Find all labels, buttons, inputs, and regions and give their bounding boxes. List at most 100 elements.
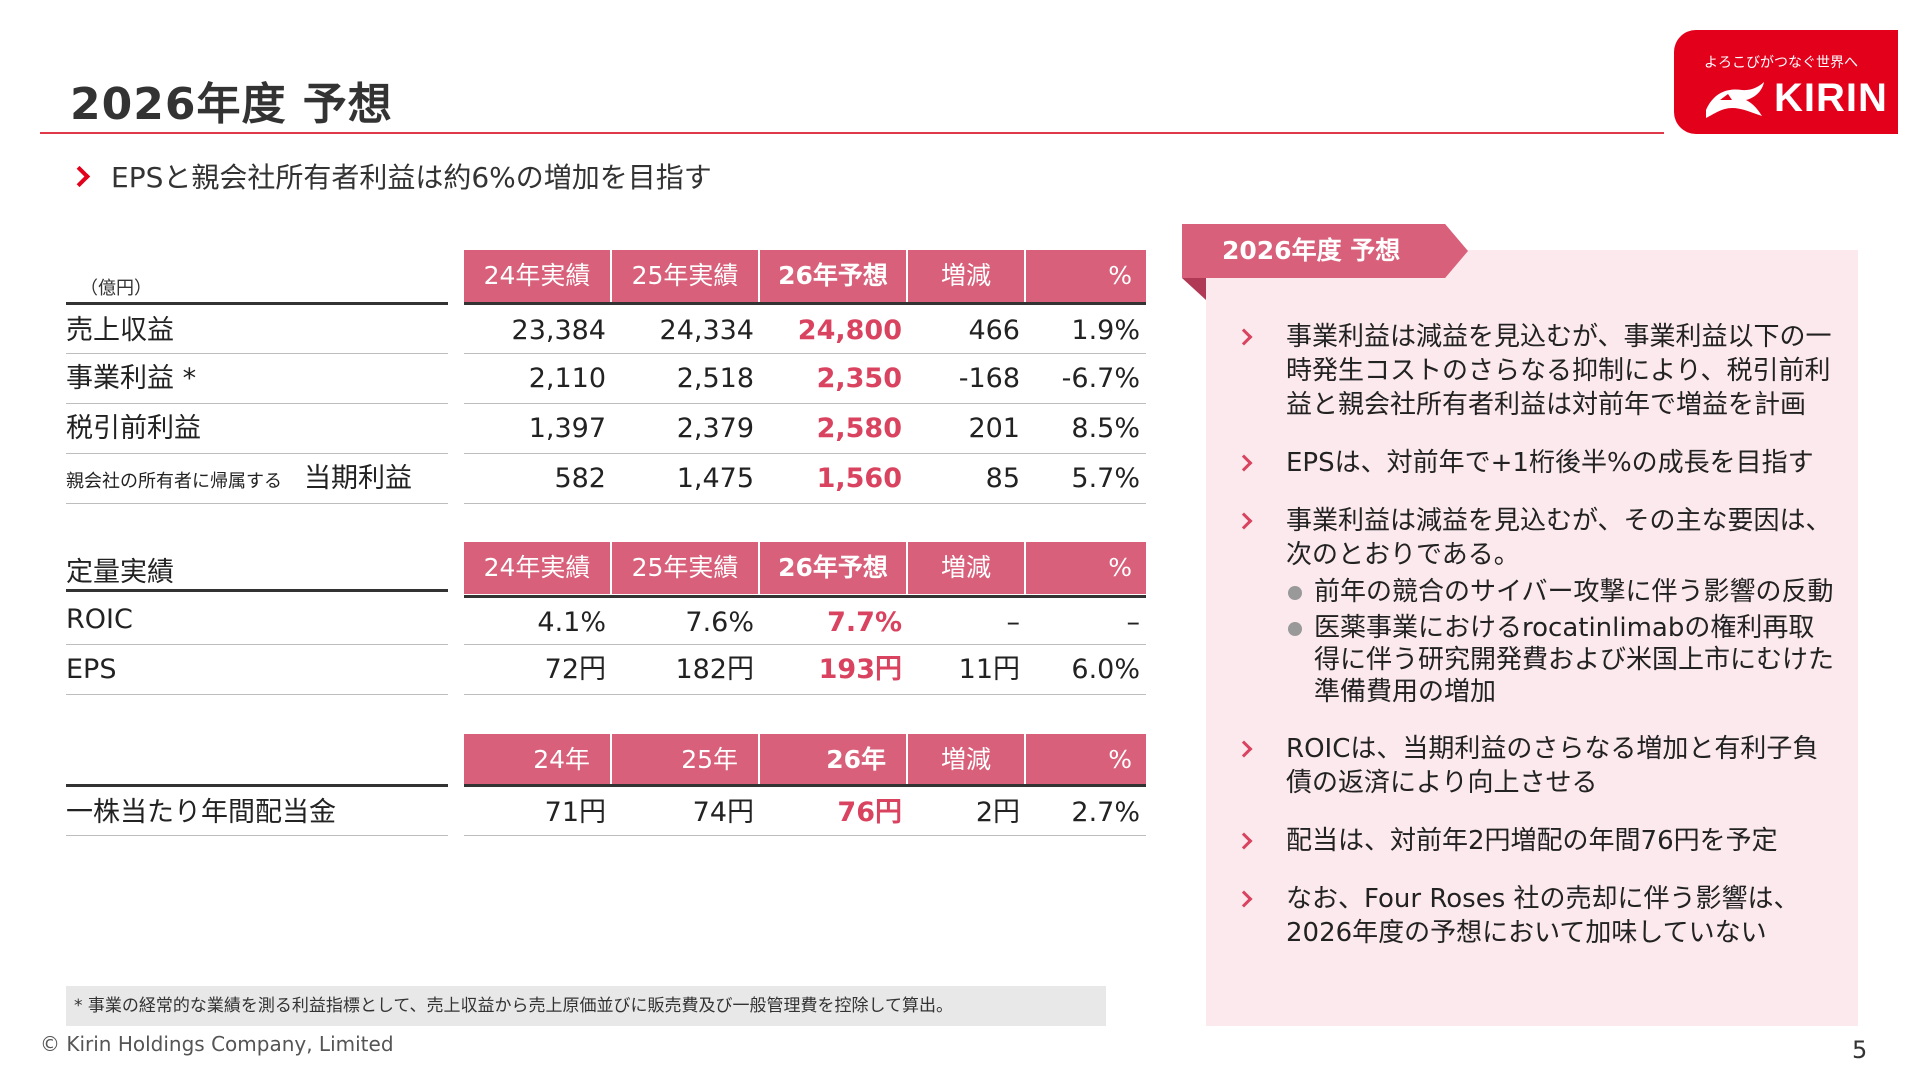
bullet-item: 配当は、対前年2円増配の年間76円を予定 bbox=[1235, 824, 1838, 858]
table-row: 71円 74円 76円 2円 2.7% bbox=[464, 784, 1146, 836]
sub-bullet-text: 前年の競合のサイバー攻撃に伴う影響の反動 bbox=[1314, 577, 1834, 607]
bullet-item: 事業利益は減益を見込むが、その主な要因は、次のとおりである。 前年の競合のサイバ… bbox=[1235, 504, 1838, 708]
table-row: 582 1,475 1,560 85 5.7% bbox=[464, 454, 1146, 504]
row-label: 売上収益 bbox=[66, 302, 448, 354]
table-row: 1,397 2,379 2,580 201 8.5% bbox=[464, 404, 1146, 454]
sub-bullet-text: 医薬事業におけるrocatinlimabの権利再取得に伴う研究開発費および米国上… bbox=[1314, 613, 1835, 707]
header-cell: 増減 bbox=[908, 542, 1026, 594]
summary-bullets: 事業利益は減益を見込むが、事業利益以下の一時発生コストのさらなる抑制により、税引… bbox=[1235, 320, 1838, 974]
header-cell: 24年 bbox=[464, 734, 612, 786]
header-cell: 25年実績 bbox=[612, 250, 760, 302]
value-cell: – bbox=[1126, 607, 1141, 638]
bullet-text: 事業利益は減益を見込むが、その主な要因は、次のとおりである。 bbox=[1286, 506, 1832, 570]
table3-header: 24年 25年 26年 増減 % bbox=[464, 734, 1146, 786]
page-number: 5 bbox=[1852, 1036, 1868, 1064]
value-cell: 24,334 bbox=[659, 315, 754, 346]
summary-panel bbox=[1206, 250, 1858, 1026]
row-label-net-income: 親会社の所有者に帰属する 当期利益 bbox=[66, 454, 448, 504]
bullet-text: なお、Four Roses 社の売却に伴う影響は、2026年度の予想において加味… bbox=[1286, 884, 1800, 948]
header-cell: % bbox=[1108, 745, 1132, 774]
bullet-dot-icon bbox=[1288, 586, 1302, 600]
table-row: 2,110 2,518 2,350 -168 -6.7% bbox=[464, 354, 1146, 404]
value-cell: 71円 bbox=[544, 797, 606, 828]
title-divider bbox=[40, 132, 1664, 134]
kirin-mark-icon bbox=[1706, 82, 1764, 118]
sub-bullet: 前年の競合のサイバー攻撃に伴う影響の反動 bbox=[1286, 576, 1838, 608]
value-cell: -6.7% bbox=[1061, 363, 1140, 394]
bullet-item: ROICは、当期利益のさらなる増加と有利子負債の返済により向上させる bbox=[1235, 732, 1838, 800]
header-cell: 増減 bbox=[908, 250, 1026, 302]
table-row: 23,384 24,334 24,800 466 1.9% bbox=[464, 302, 1146, 354]
header-cell: 26年予想 bbox=[760, 250, 908, 302]
value-cell: 193円 bbox=[818, 654, 902, 685]
row-label: ROIC bbox=[66, 595, 448, 645]
bullet-item: EPSは、対前年で+1桁後半%の成長を目指す bbox=[1235, 446, 1838, 480]
chevron-right-icon bbox=[1235, 454, 1253, 472]
header-cell: % bbox=[1108, 261, 1132, 290]
unit-label: （億円） bbox=[80, 278, 152, 299]
value-cell: 8.5% bbox=[1071, 413, 1140, 444]
value-cell: 2,518 bbox=[676, 363, 754, 394]
value-cell: 2,350 bbox=[816, 363, 902, 394]
value-cell: 182円 bbox=[675, 654, 754, 685]
row-label: 税引前利益 bbox=[66, 404, 448, 454]
value-cell: 2,580 bbox=[816, 413, 902, 444]
value-cell: 85 bbox=[985, 463, 1020, 494]
value-cell: 76円 bbox=[837, 797, 902, 828]
value-cell: 11円 bbox=[958, 654, 1020, 685]
value-cell: 2,379 bbox=[676, 413, 754, 444]
chevron-right-icon bbox=[1235, 740, 1253, 758]
header-cell: 24年実績 bbox=[464, 542, 612, 594]
table-row: 72円 182円 193円 11円 6.0% bbox=[464, 645, 1146, 695]
copyright: © Kirin Holdings Company, Limited bbox=[40, 1032, 394, 1056]
value-cell: 5.7% bbox=[1071, 463, 1140, 494]
row-label-prefix: 親会社の所有者に帰属する bbox=[66, 471, 282, 492]
value-cell: 24,800 bbox=[797, 315, 902, 346]
header-cell: 24年実績 bbox=[464, 250, 612, 302]
subtitle-text: EPSと親会社所有者利益は約6%の増加を目指す bbox=[111, 161, 712, 194]
value-cell: 2.7% bbox=[1071, 797, 1140, 828]
sub-bullet: 医薬事業におけるrocatinlimabの権利再取得に伴う研究開発費および米国上… bbox=[1286, 612, 1838, 708]
page-title: 2026年度 予想 bbox=[70, 79, 393, 130]
value-cell: 6.0% bbox=[1071, 654, 1140, 685]
header-cell: % bbox=[1108, 553, 1132, 582]
value-cell: 7.6% bbox=[685, 607, 754, 638]
table2-header: 24年実績 25年実績 26年予想 増減 % bbox=[464, 542, 1146, 594]
bullet-item: 事業利益は減益を見込むが、事業利益以下の一時発生コストのさらなる抑制により、税引… bbox=[1235, 320, 1838, 422]
header-cell: 26年 bbox=[760, 734, 908, 786]
bullet-text: ROICは、当期利益のさらなる増加と有利子負債の返済により向上させる bbox=[1286, 734, 1819, 798]
value-cell: 2円 bbox=[975, 797, 1020, 828]
panel-tag: 2026年度 予想 bbox=[1182, 224, 1468, 278]
value-cell: 7.7% bbox=[827, 607, 902, 638]
chevron-right-icon bbox=[1235, 832, 1253, 850]
logo-wordmark: KIRIN bbox=[1774, 76, 1888, 120]
chevron-right-icon bbox=[1235, 328, 1253, 346]
footnote: * 事業の経常的な業績を測る利益指標として、売上収益から売上原価並びに販売費及び… bbox=[66, 986, 1106, 1026]
value-cell: -168 bbox=[958, 363, 1020, 394]
value-cell: 1,397 bbox=[528, 413, 606, 444]
panel-tag-fold bbox=[1182, 278, 1206, 300]
bullet-dot-icon bbox=[1288, 622, 1302, 636]
subtitle: EPSと親会社所有者利益は約6%の増加を目指す bbox=[68, 156, 712, 196]
kirin-logo: よろこびがつなぐ世界へ KIRIN bbox=[1674, 30, 1898, 134]
chevron-right-icon bbox=[1235, 512, 1253, 530]
header-cell: 25年 bbox=[612, 734, 760, 786]
value-cell: 1,475 bbox=[676, 463, 754, 494]
table2-label: 定量実績 bbox=[66, 548, 448, 592]
row-label: EPS bbox=[66, 645, 448, 695]
header-cell: 増減 bbox=[908, 734, 1026, 786]
header-cell: 25年実績 bbox=[612, 542, 760, 594]
value-cell: 1,560 bbox=[816, 463, 902, 494]
row-label-text: 当期利益 bbox=[304, 463, 412, 494]
value-cell: 23,384 bbox=[511, 315, 606, 346]
bullet-text: 事業利益は減益を見込むが、事業利益以下の一時発生コストのさらなる抑制により、税引… bbox=[1286, 322, 1832, 420]
value-cell: 582 bbox=[554, 463, 606, 494]
bullet-text: EPSは、対前年で+1桁後半%の成長を目指す bbox=[1286, 448, 1814, 478]
bullet-text: 配当は、対前年2円増配の年間76円を予定 bbox=[1286, 826, 1778, 856]
bullet-item: なお、Four Roses 社の売却に伴う影響は、2026年度の予想において加味… bbox=[1235, 882, 1838, 950]
row-label: 一株当たり年間配当金 bbox=[66, 784, 448, 836]
value-cell: 74円 bbox=[692, 797, 754, 828]
value-cell: 4.1% bbox=[537, 607, 606, 638]
table1-header: 24年実績 25年実績 26年予想 増減 % bbox=[464, 250, 1146, 302]
table-row: 4.1% 7.6% 7.7% – – bbox=[464, 595, 1146, 645]
